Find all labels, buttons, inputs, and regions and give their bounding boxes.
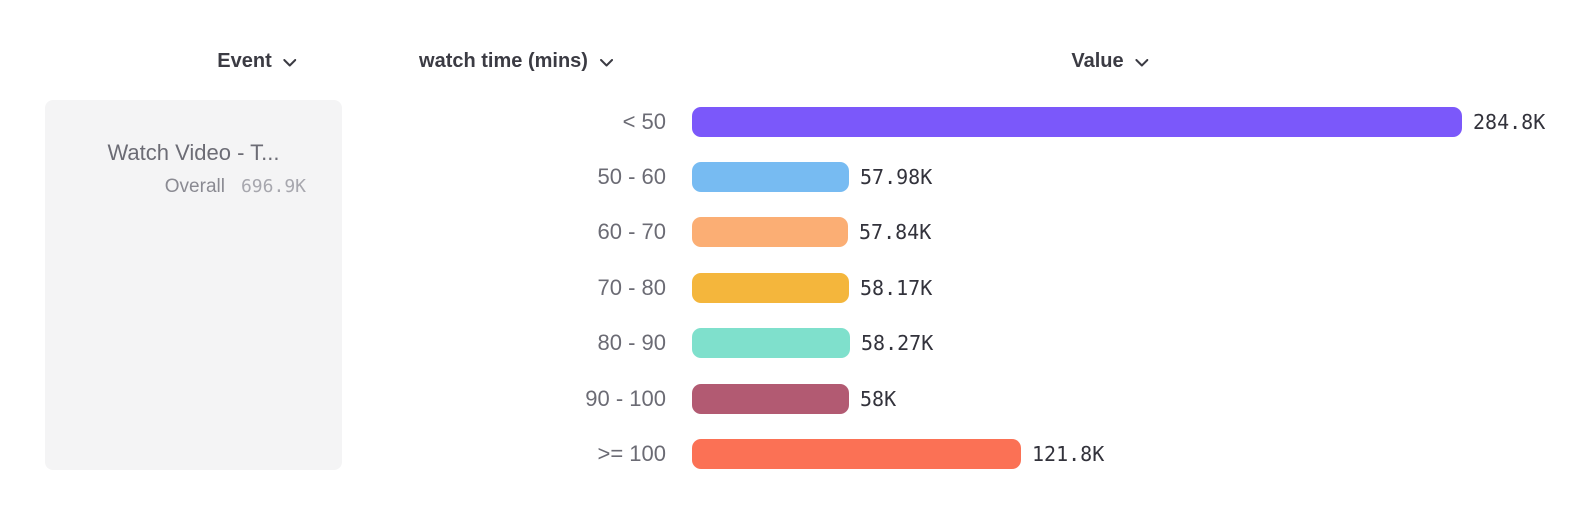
value-label: 58.17K [860,275,933,300]
value-column-header[interactable]: Value [1071,50,1149,73]
event-column-label: Event [217,50,272,72]
breakdown-column-label: watch time (mins) [419,50,588,72]
bar-row: >= 100 121.8K [0,426,1592,481]
chevron-down-icon [1135,59,1149,67]
value-label: 121.8K [1032,442,1105,467]
breakdown-column-header[interactable]: watch time (mins) [419,50,613,73]
value-bar[interactable] [692,217,848,248]
bucket-label: < 50 [622,108,666,134]
value-bar[interactable] [692,272,849,303]
event-overall-row: Overall 696.9K [45,176,342,198]
bucket-label: 80 - 90 [597,330,667,356]
event-title: Watch Video - T... [107,140,280,165]
bucket-label: >= 100 [597,441,666,467]
bar-row: 80 - 90 58.27K [0,316,1592,371]
bucket-label: 90 - 100 [585,385,666,411]
value-label: 57.84K [859,220,932,245]
bar-row: 50 - 60 57.98K [0,149,1592,204]
value-bar[interactable] [692,383,849,414]
value-label: 58.27K [861,331,934,356]
value-label: 57.98K [860,165,933,190]
value-bar[interactable] [692,106,1462,137]
bar-row: 90 - 100 58K [0,371,1592,426]
bucket-label: 70 - 80 [597,274,667,300]
value-bar[interactable] [692,162,849,193]
chevron-down-icon [283,59,297,67]
value-bar[interactable] [692,439,1021,470]
event-card[interactable]: Watch Video - T... Overall 696.9K [45,100,342,470]
value-label: 284.8K [1473,109,1546,134]
event-column-header[interactable]: Event [217,50,297,73]
value-column-label: Value [1071,50,1124,72]
value-label: 58K [860,386,897,411]
bar-row: < 50 284.8K [0,94,1592,149]
bucket-label: 50 - 60 [597,164,667,190]
overall-value: 696.9K [240,176,306,197]
chevron-down-icon [599,59,613,67]
bar-row: 70 - 80 58.17K [0,260,1592,315]
bar-rows: < 50 284.8K 50 - 60 57.98K 60 - 70 57.84… [0,94,1592,482]
bar-row: 60 - 70 57.84K [0,205,1592,260]
overall-label: Overall [164,176,225,197]
bucket-label: 60 - 70 [597,219,667,245]
value-bar[interactable] [692,328,850,359]
